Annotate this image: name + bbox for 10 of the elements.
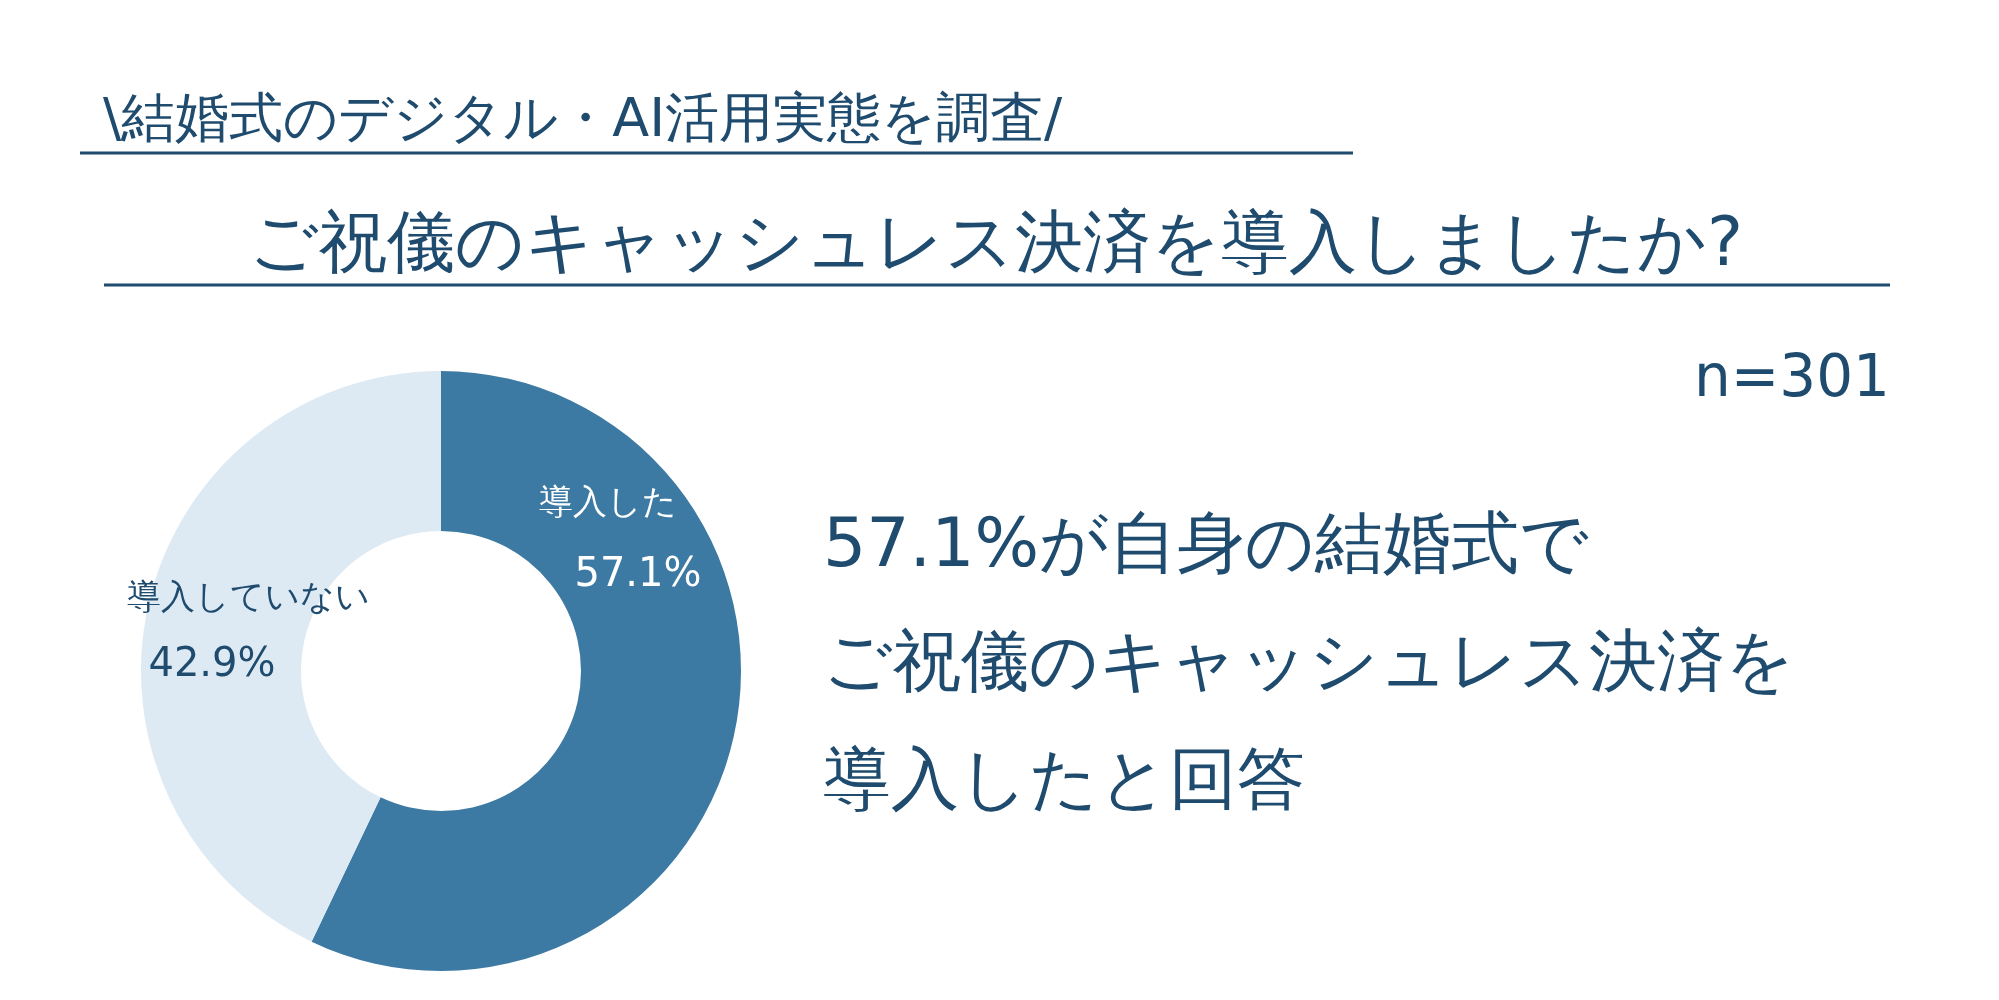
data-label: 57.1% — [574, 549, 702, 595]
text: 57.1%が自身の結婚式で — [823, 503, 1590, 582]
chart-subtitle: \結婚式のデジタル・AI活用実態を調査/ — [103, 86, 1064, 149]
text: 導入したと回答 — [823, 739, 1305, 818]
text: ご祝儀のキャッシュレス決済を — [823, 621, 1795, 700]
slice-label: 導入していない — [126, 576, 370, 616]
slice-label: 導入した — [539, 481, 677, 521]
text: n=301 — [1693, 342, 1890, 410]
text: ご祝儀のキャッシュレス決済を導入しましたか? — [248, 202, 1744, 281]
data-label: 42.9% — [148, 639, 276, 685]
